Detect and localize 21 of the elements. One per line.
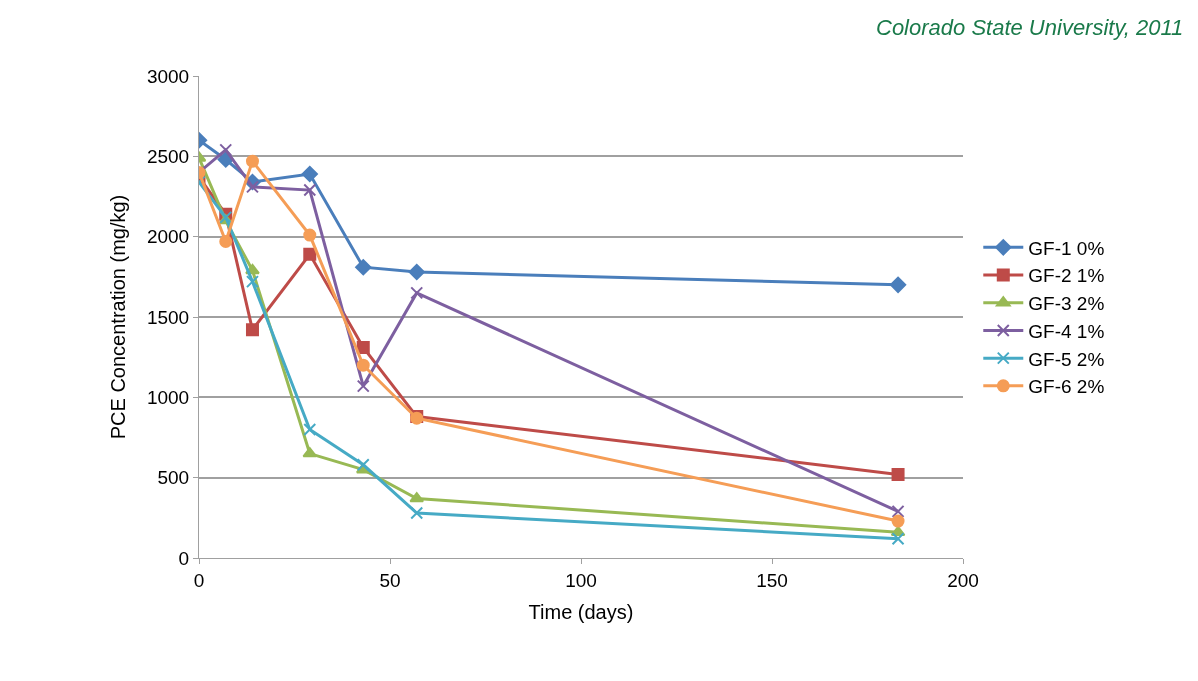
y-tick-label: 2500	[146, 145, 190, 167]
legend-label: GF-4 1%	[1028, 320, 1105, 342]
x-axis-title: Time (days)	[528, 601, 634, 624]
x-tick-label: 100	[565, 569, 597, 591]
legend-label: GF-3 2%	[1028, 293, 1105, 315]
y-tick-label: 1500	[146, 306, 190, 328]
x-tick-label: 150	[756, 569, 788, 591]
y-tick-label: 1000	[146, 386, 190, 408]
x-tick-label: 200	[947, 569, 979, 591]
y-tick-label: 0	[178, 547, 190, 569]
text: Colorado State University, 2011	[876, 15, 1184, 40]
x-tick-label: 50	[379, 569, 401, 591]
y-tick-label: 500	[157, 467, 190, 489]
legend-label: GF-5 2%	[1028, 348, 1105, 370]
x-tick-label: 0	[193, 569, 205, 591]
legend-label: GF-2 1%	[1028, 265, 1105, 287]
legend-label: GF-1 0%	[1028, 237, 1105, 259]
y-axis-title: PCE Concentration (mg/kg)	[107, 194, 130, 440]
legend-label: GF-6 2%	[1028, 376, 1105, 398]
y-tick-label: 3000	[146, 65, 190, 87]
y-tick-label: 2000	[146, 226, 190, 248]
